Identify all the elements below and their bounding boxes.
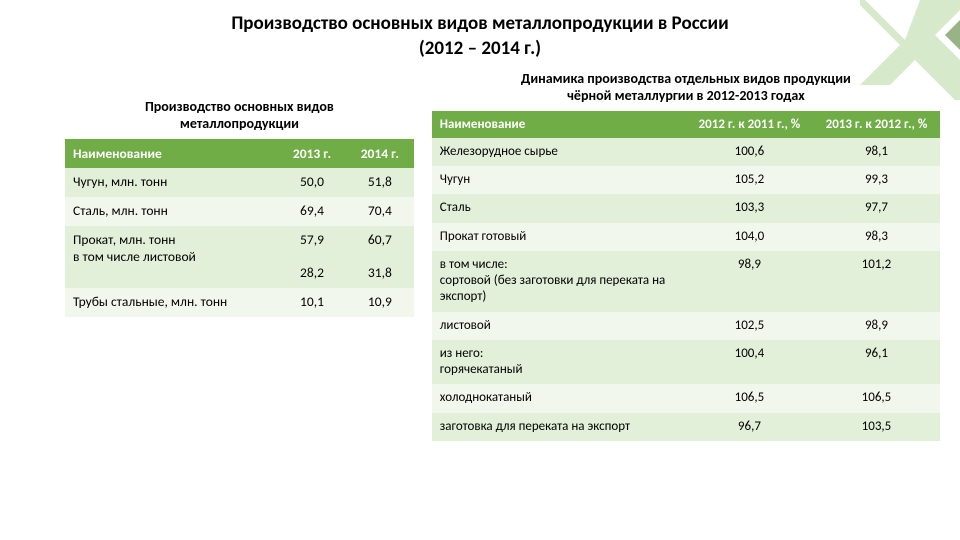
page-title: Производство основных видов металлопроду… bbox=[0, 0, 960, 65]
col-2013: 2013 г. bbox=[278, 139, 346, 168]
table-row: Трубы стальные, млн. тонн 10,1 10,9 bbox=[65, 288, 414, 317]
table-row: Чугун, млн. тонн 50,0 51,8 bbox=[65, 168, 414, 197]
right-panel: Динамика производства отдельных видов пр… bbox=[432, 71, 940, 441]
table-row: Сталь, млн. тонн 69,4 70,4 bbox=[65, 197, 414, 226]
table-row: заготовка для переката на экспорт 96,7 1… bbox=[432, 413, 940, 441]
col-2012-2011: 2012 г. к 2011 г., % bbox=[686, 111, 813, 138]
table-row: Чугун 105,2 99,3 bbox=[432, 166, 940, 194]
table-row: Железорудное сырье 100,6 98,1 bbox=[432, 138, 940, 166]
table-row: Прокат готовый 104,0 98,3 bbox=[432, 223, 940, 251]
table-header-row: Наименование 2013 г. 2014 г. bbox=[65, 139, 414, 168]
table-row: из него: горячекатаный 100,4 96,1 bbox=[432, 340, 940, 385]
col-name: Наименование bbox=[432, 111, 686, 138]
left-panel: Производство основных видов металлопроду… bbox=[65, 71, 414, 441]
table-row: холоднокатаный 106,5 106,5 bbox=[432, 384, 940, 412]
col-2013-2012: 2013 г. к 2012 г., % bbox=[813, 111, 940, 138]
table-row: Сталь 103,3 97,7 bbox=[432, 194, 940, 222]
col-2014: 2014 г. bbox=[346, 139, 414, 168]
corner-accent bbox=[860, 0, 960, 100]
dynamics-table: Наименование 2012 г. к 2011 г., % 2013 г… bbox=[432, 111, 940, 441]
table-row: листовой 102,5 98,9 bbox=[432, 312, 940, 340]
production-table: Наименование 2013 г. 2014 г. Чугун, млн.… bbox=[65, 139, 414, 317]
table-header-row: Наименование 2012 г. к 2011 г., % 2013 г… bbox=[432, 111, 940, 138]
table-row: Прокат, млн. тонн в том числе листовой 5… bbox=[65, 226, 414, 289]
content-area: Производство основных видов металлопроду… bbox=[0, 65, 960, 441]
col-name: Наименование bbox=[65, 139, 278, 168]
table-row: в том числе: сортовой (без заготовки для… bbox=[432, 251, 940, 312]
left-table-title: Производство основных видов металлопроду… bbox=[65, 99, 414, 133]
